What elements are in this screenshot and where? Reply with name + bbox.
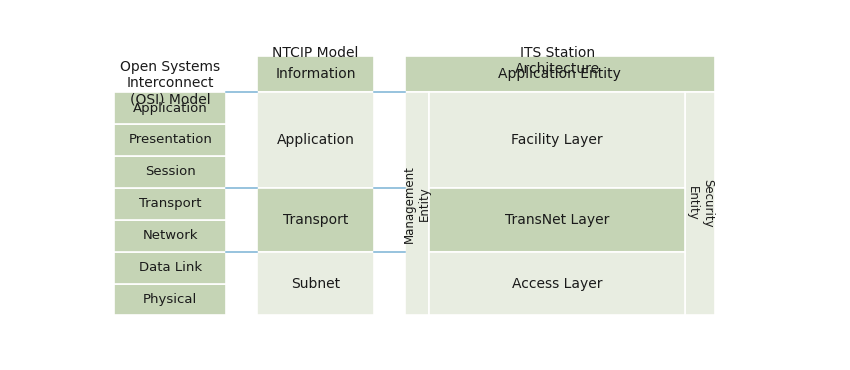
Text: Subnet: Subnet xyxy=(291,276,340,290)
Bar xyxy=(114,124,226,156)
Text: Facility Layer: Facility Layer xyxy=(512,133,604,147)
Bar xyxy=(429,92,685,188)
Text: Presentation: Presentation xyxy=(128,134,212,147)
Text: Transport: Transport xyxy=(139,197,201,210)
Text: Management
Entity: Management Entity xyxy=(403,165,431,243)
Text: Open Systems
Interconnect
(OSI) Model: Open Systems Interconnect (OSI) Model xyxy=(120,60,220,106)
Text: ITS Station
Architecture: ITS Station Architecture xyxy=(515,46,600,76)
Bar xyxy=(114,92,226,124)
Text: Information: Information xyxy=(275,67,356,81)
Bar xyxy=(114,188,226,220)
Text: Network: Network xyxy=(143,229,198,242)
Text: Security
Entity: Security Entity xyxy=(686,179,714,228)
Text: Session: Session xyxy=(144,165,196,178)
Bar xyxy=(114,220,226,252)
Bar xyxy=(258,56,374,92)
Text: Application: Application xyxy=(276,133,354,147)
Bar xyxy=(405,92,429,316)
Text: NTCIP Model: NTCIP Model xyxy=(272,46,359,60)
Text: TransNet Layer: TransNet Layer xyxy=(505,213,609,227)
Text: Application: Application xyxy=(133,102,207,115)
Bar xyxy=(685,92,715,316)
Text: Physical: Physical xyxy=(143,293,197,306)
Text: Access Layer: Access Layer xyxy=(512,276,603,290)
Bar xyxy=(405,56,715,92)
Bar xyxy=(114,156,226,188)
Text: Data Link: Data Link xyxy=(139,261,201,274)
Bar xyxy=(258,188,374,252)
Bar xyxy=(429,252,685,316)
Text: Application Entity: Application Entity xyxy=(498,67,621,81)
Bar xyxy=(258,252,374,316)
Bar xyxy=(114,252,226,283)
Text: Transport: Transport xyxy=(283,213,348,227)
Bar xyxy=(258,92,374,188)
Bar xyxy=(429,188,685,252)
Bar xyxy=(114,283,226,316)
